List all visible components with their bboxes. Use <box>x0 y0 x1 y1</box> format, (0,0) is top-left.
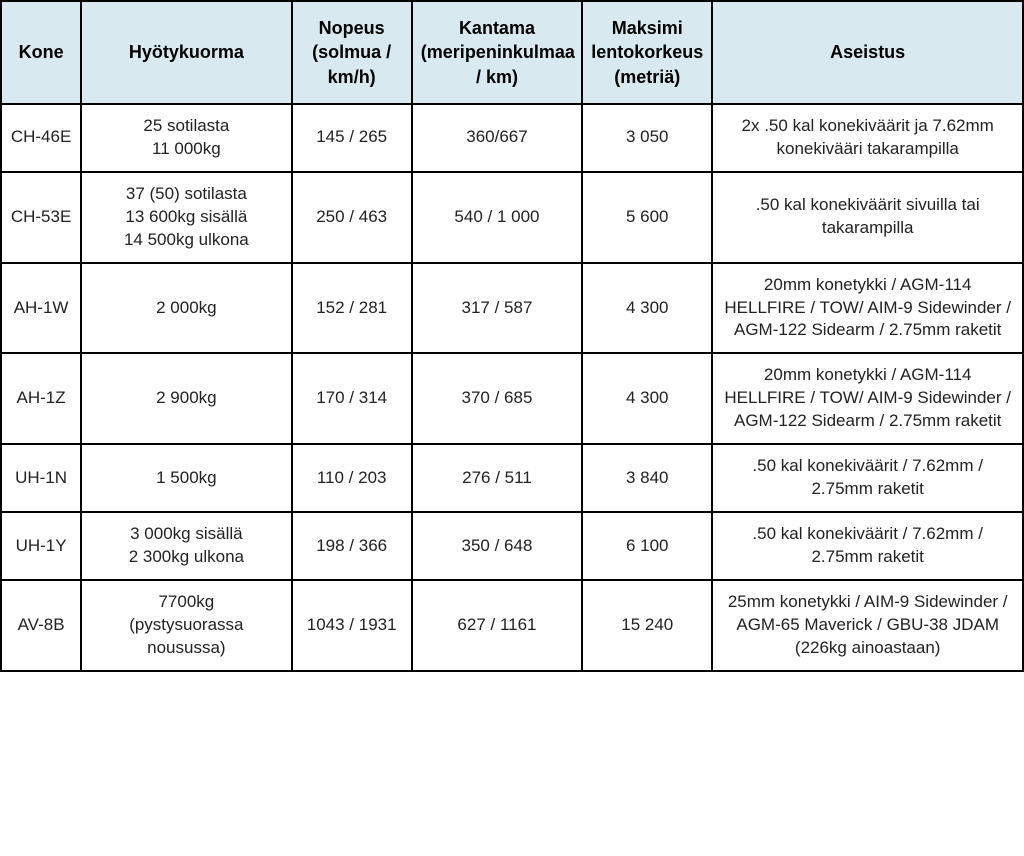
cell-kantama: 276 / 511 <box>412 444 582 512</box>
cell-hyoty: 1 500kg <box>81 444 291 512</box>
cell-hyoty-line: 2 300kg ulkona <box>90 546 282 569</box>
cell-nopeus: 198 / 366 <box>292 512 412 580</box>
cell-kone: CH-53E <box>1 172 81 263</box>
col-header-nopeus: Nopeus (solmua / km/h) <box>292 1 412 104</box>
aircraft-spec-table: Kone Hyötykuorma Nopeus (solmua / km/h) … <box>0 0 1024 672</box>
table-header-row: Kone Hyötykuorma Nopeus (solmua / km/h) … <box>1 1 1023 104</box>
cell-hyoty: 37 (50) sotilasta13 600kg sisällä14 500k… <box>81 172 291 263</box>
cell-hyoty: 2 000kg <box>81 263 291 354</box>
table-row: UH-1Y3 000kg sisällä2 300kg ulkona198 / … <box>1 512 1023 580</box>
table-row: AH-1Z 2 900kg 170 / 314370 / 6854 30020mm … <box>1 353 1023 444</box>
cell-hyoty: 25 sotilasta11 000kg <box>81 104 291 172</box>
cell-hyoty: 3 000kg sisällä2 300kg ulkona <box>81 512 291 580</box>
cell-aseistus: .50 kal konekiväärit / 7.62mm / 2.75mm r… <box>712 512 1023 580</box>
table-row: AH-1W 2 000kg 152 / 281317 / 5874 30020mm … <box>1 263 1023 354</box>
cell-maksimi: 5 600 <box>582 172 712 263</box>
cell-kantama: 317 / 587 <box>412 263 582 354</box>
cell-kone: UH-1Y <box>1 512 81 580</box>
cell-kantama: 350 / 648 <box>412 512 582 580</box>
cell-aseistus: 20mm konetykki / AGM-114 HELLFIRE / TOW/… <box>712 353 1023 444</box>
cell-hyoty-line: (pystysuorassa nousussa) <box>90 614 282 660</box>
cell-hyoty: 2 900kg <box>81 353 291 444</box>
cell-maksimi: 3 050 <box>582 104 712 172</box>
cell-maksimi: 4 300 <box>582 263 712 354</box>
cell-maksimi: 3 840 <box>582 444 712 512</box>
cell-aseistus: .50 kal konekiväärit / 7.62mm / 2.75mm r… <box>712 444 1023 512</box>
cell-hyoty-line: 3 000kg sisällä <box>90 523 282 546</box>
cell-kantama: 540 / 1 000 <box>412 172 582 263</box>
table-body: CH-46E25 sotilasta11 000kg145 / 265360/6… <box>1 104 1023 671</box>
cell-aseistus: 25mm konetykki / AIM-9 Sidewinder / AGM-… <box>712 580 1023 671</box>
cell-hyoty-line: 2 900kg <box>90 387 282 410</box>
cell-kone: AH-1Z <box>1 353 81 444</box>
cell-hyoty-line: 25 sotilasta <box>90 115 282 138</box>
cell-nopeus: 170 / 314 <box>292 353 412 444</box>
col-header-hyoty: Hyötykuorma <box>81 1 291 104</box>
cell-hyoty-line: 14 500kg ulkona <box>90 229 282 252</box>
col-header-maksimi: Maksimi lentokorkeus (metriä) <box>582 1 712 104</box>
cell-kantama: 627 / 1161 <box>412 580 582 671</box>
cell-kantama: 360/667 <box>412 104 582 172</box>
table-row: CH-46E25 sotilasta11 000kg145 / 265360/6… <box>1 104 1023 172</box>
col-header-aseistus: Aseistus <box>712 1 1023 104</box>
cell-nopeus: 250 / 463 <box>292 172 412 263</box>
table-row: UH-1N 1 500kg 110 / 203276 / 5113 840.50 k… <box>1 444 1023 512</box>
cell-hyoty-line: 37 (50) sotilasta <box>90 183 282 206</box>
cell-hyoty: 7700kg(pystysuorassa nousussa) <box>81 580 291 671</box>
cell-kone: CH-46E <box>1 104 81 172</box>
cell-aseistus: .50 kal konekiväärit sivuilla tai takara… <box>712 172 1023 263</box>
cell-nopeus: 152 / 281 <box>292 263 412 354</box>
cell-maksimi: 6 100 <box>582 512 712 580</box>
cell-kone: AH-1W <box>1 263 81 354</box>
cell-nopeus: 145 / 265 <box>292 104 412 172</box>
cell-hyoty-line: 2 000kg <box>90 297 282 320</box>
cell-aseistus: 2x .50 kal konekiväärit ja 7.62mm koneki… <box>712 104 1023 172</box>
table-row: AV-8B7700kg(pystysuorassa nousussa)1043 … <box>1 580 1023 671</box>
cell-nopeus: 1043 / 1931 <box>292 580 412 671</box>
col-header-kone: Kone <box>1 1 81 104</box>
cell-hyoty-line: 7700kg <box>90 591 282 614</box>
cell-hyoty-line: 13 600kg sisällä <box>90 206 282 229</box>
cell-maksimi: 15 240 <box>582 580 712 671</box>
cell-hyoty-line: 1 500kg <box>90 467 282 490</box>
cell-aseistus: 20mm konetykki / AGM-114 HELLFIRE / TOW/… <box>712 263 1023 354</box>
cell-nopeus: 110 / 203 <box>292 444 412 512</box>
cell-hyoty-line: 11 000kg <box>90 138 282 161</box>
cell-kone: UH-1N <box>1 444 81 512</box>
cell-kone: AV-8B <box>1 580 81 671</box>
table-row: CH-53E37 (50) sotilasta13 600kg sisällä1… <box>1 172 1023 263</box>
cell-maksimi: 4 300 <box>582 353 712 444</box>
cell-kantama: 370 / 685 <box>412 353 582 444</box>
col-header-kantama: Kantama (meripeninkulmaa / km) <box>412 1 582 104</box>
